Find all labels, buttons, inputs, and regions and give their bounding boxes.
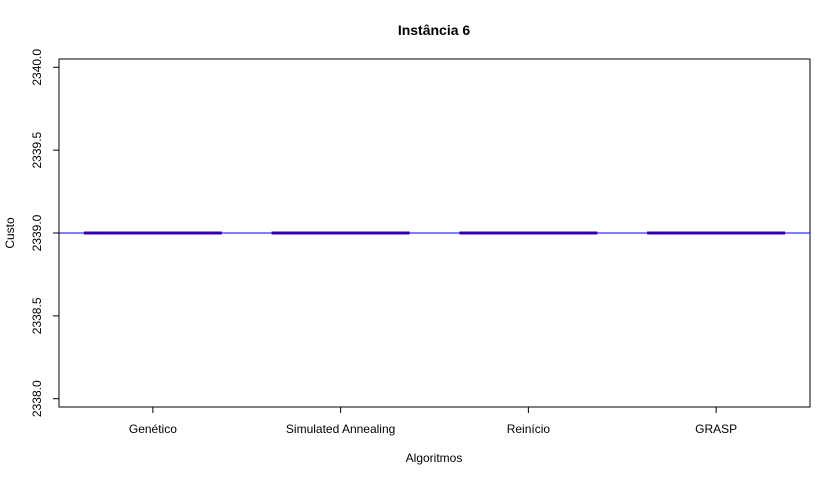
x-tick-label: Simulated Annealing <box>286 422 395 436</box>
y-tick-label: 2339.5 <box>30 131 44 168</box>
x-axis: Genético Simulated Annealing Reinício GRASP <box>129 407 737 436</box>
x-axis-label: Algoritmos <box>406 451 463 465</box>
y-tick-label: 2339.0 <box>30 214 44 251</box>
y-tick-label: 2338.0 <box>30 380 44 417</box>
x-tick-label: Genético <box>129 422 177 436</box>
y-tick-label: 2340.0 <box>30 49 44 86</box>
y-axis: 2338.0 2338.5 2339.0 2339.5 2340.0 <box>30 49 59 417</box>
x-tick-label: Reinício <box>507 422 551 436</box>
x-tick-label: GRASP <box>695 422 737 436</box>
y-axis-label: Custo <box>3 217 17 249</box>
chart-title: Instância 6 <box>398 22 471 38</box>
y-tick-label: 2338.5 <box>30 297 44 334</box>
